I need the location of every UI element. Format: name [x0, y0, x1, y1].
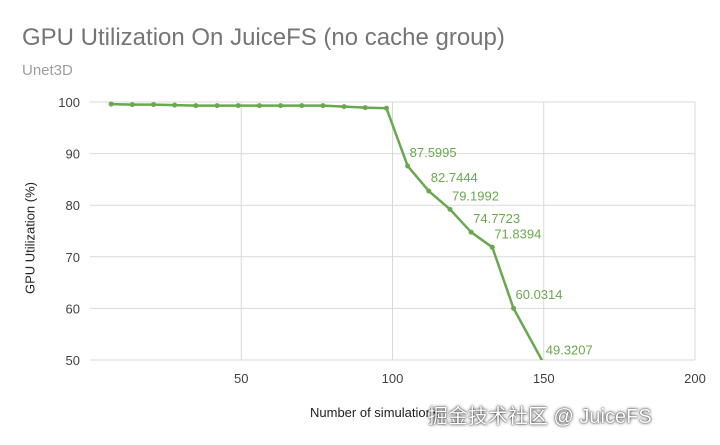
y-tick-label: 90 [66, 147, 80, 162]
data-label: 74.7723 [473, 211, 520, 226]
x-axis-label: Number of simulations [310, 405, 440, 420]
data-point [468, 229, 474, 235]
data-point [235, 103, 241, 109]
data-label: 87.5995 [410, 145, 457, 160]
data-point [341, 104, 347, 110]
data-point [193, 103, 199, 109]
data-point [320, 103, 326, 109]
data-point [572, 361, 577, 366]
data-label: 71.8394 [494, 226, 541, 241]
data-point [362, 105, 368, 111]
data-point [256, 103, 262, 109]
data-label: 82.7444 [431, 170, 478, 185]
data-point [426, 188, 432, 194]
data-point [299, 103, 305, 109]
data-point [214, 103, 220, 109]
x-tick-label: 200 [684, 371, 706, 386]
y-tick-label: 60 [66, 301, 80, 316]
data-point [602, 361, 607, 366]
data-point [632, 361, 637, 366]
series-group [108, 101, 637, 366]
data-label: 60.0314 [516, 287, 563, 302]
data-label: 79.1992 [452, 188, 499, 203]
data-point [278, 103, 284, 109]
data-point [541, 361, 546, 366]
axis-ticks: 50 60 70 80 90 100 50 100 150 200 [58, 95, 706, 386]
chart-title: GPU Utilization On JuiceFS (no cache gro… [22, 24, 505, 51]
data-point [405, 163, 411, 169]
data-point [172, 102, 178, 108]
y-tick-label: 80 [66, 198, 80, 213]
x-tick-label: 150 [533, 371, 555, 386]
grid-lines [90, 101, 696, 361]
y-tick-label: 70 [66, 250, 80, 265]
series-line [111, 102, 544, 360]
data-label: 49.3207 [546, 343, 593, 358]
data-point [447, 206, 453, 212]
data-point [129, 102, 135, 108]
watermark: 掘金技术社区 @ JuiceFS [428, 406, 652, 428]
data-point [489, 244, 495, 250]
y-tick-label: 50 [66, 353, 80, 368]
x-tick-label: 50 [234, 371, 248, 386]
y-tick-label: 100 [58, 95, 80, 110]
data-point [383, 105, 389, 111]
x-tick-label: 100 [382, 371, 404, 386]
chart-subtitle: Unet3D [22, 62, 73, 79]
data-point [511, 305, 516, 311]
data-point [151, 102, 157, 108]
data-point [108, 101, 114, 107]
